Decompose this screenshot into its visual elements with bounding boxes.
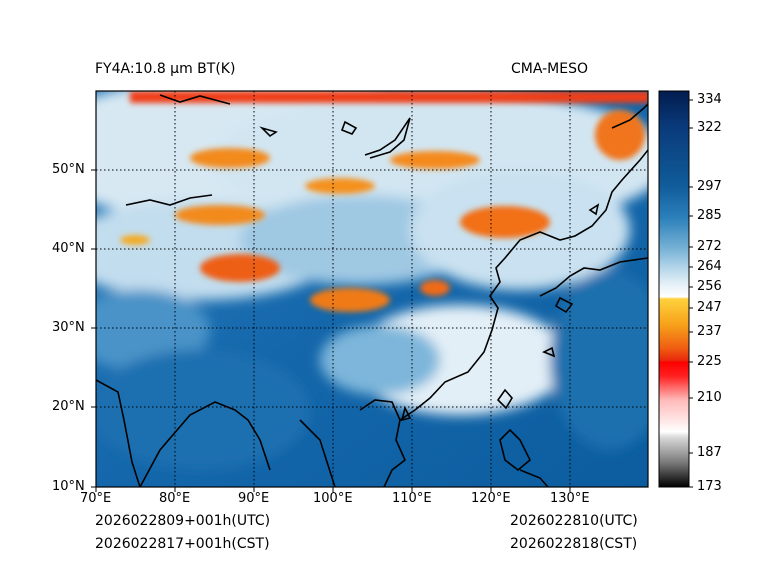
lat-label-40: 40°N xyxy=(52,241,85,256)
lon-label-120: 120°E xyxy=(471,491,511,506)
valid-time-cst: 2026022818(CST) xyxy=(510,536,638,552)
colorbar-label-256: 256 xyxy=(697,279,722,294)
colorbar-label-210: 210 xyxy=(697,390,722,405)
lon-label-70: 70°E xyxy=(80,491,112,506)
colorbar-label-322: 322 xyxy=(697,120,722,135)
lat-label-30: 30°N xyxy=(52,320,85,335)
model-name: CMA-MESO xyxy=(511,61,589,77)
colorbar-label-237: 237 xyxy=(697,324,722,339)
map-title: FY4A:10.8 μm BT(K) xyxy=(95,61,236,77)
colorbar-label-285: 285 xyxy=(697,208,722,223)
lon-label-110: 110°E xyxy=(392,491,432,506)
lon-label-80: 80°E xyxy=(159,491,191,506)
lon-label-130: 130°E xyxy=(550,491,590,506)
lat-label-10: 10°N xyxy=(52,479,85,494)
colorbar-label-264: 264 xyxy=(697,259,722,274)
colorbar-label-187: 187 xyxy=(697,445,722,460)
init-time-cst: 2026022817+001h(CST) xyxy=(95,536,270,552)
init-time-utc: 2026022809+001h(UTC) xyxy=(95,513,271,529)
lat-label-50: 50°N xyxy=(52,162,85,177)
colorbar-label-225: 225 xyxy=(697,354,722,369)
colorbar-label-272: 272 xyxy=(697,239,722,254)
colorbar xyxy=(658,90,693,488)
lon-label-100: 100°E xyxy=(313,491,353,506)
lat-label-20: 20°N xyxy=(52,399,85,414)
colorbar-label-247: 247 xyxy=(697,300,722,315)
colorbar-label-334: 334 xyxy=(697,92,722,107)
lon-label-90: 90°E xyxy=(238,491,270,506)
colorbar-label-297: 297 xyxy=(697,179,722,194)
valid-time-utc: 2026022810(UTC) xyxy=(510,513,638,529)
colorbar-label-173: 173 xyxy=(697,479,722,494)
